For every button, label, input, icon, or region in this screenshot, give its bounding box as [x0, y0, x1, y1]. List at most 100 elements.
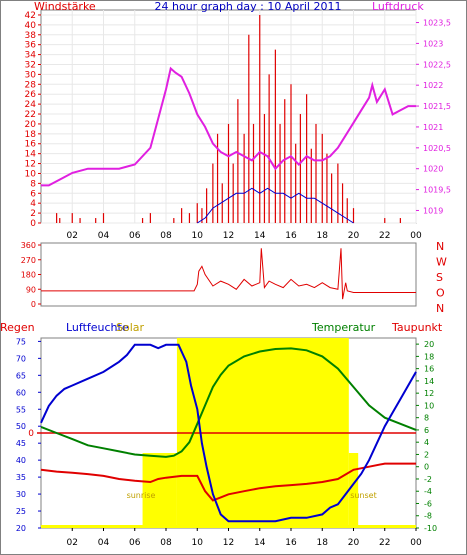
humidity-tick-label: 20 [16, 524, 26, 533]
temperature-tick-label: 8 [424, 414, 429, 423]
temperature-tick-label: 2 [424, 450, 429, 459]
x-tick-label: 12 [223, 231, 234, 241]
wind-tick-label: 22 [25, 110, 36, 120]
wind-tick-label: 4 [30, 199, 36, 209]
wind-speed-axis-label: Windstärke [34, 0, 96, 13]
temperature-tick-label: -6 [424, 499, 432, 508]
temperature-tick-label: -10 [424, 524, 437, 533]
temperature-tick-label: 4 [424, 438, 429, 447]
x-tick-label: 02 [67, 231, 78, 241]
humidity-tick-label: 75 [16, 337, 26, 346]
x-tick-label: 20 [348, 538, 360, 548]
direction-tick-label: 0 [31, 300, 36, 309]
pressure-tick-label: 1020,5 [423, 144, 451, 153]
temperature-tick-label: 18 [424, 352, 434, 361]
wind-tick-label: 38 [25, 31, 37, 41]
wind-tick-label: 26 [25, 90, 37, 100]
humidity-label: Luftfeuchte [66, 321, 129, 334]
temperature-tick-label: 10 [424, 401, 434, 410]
humidity-line [40, 343, 417, 523]
direction-tick-label: 270 [21, 256, 36, 265]
humidity-tick-label: 60 [16, 388, 26, 397]
x-tick-label: 16 [285, 231, 297, 241]
wind-tick-label: 14 [25, 150, 37, 160]
direction-tick-label: 90 [26, 285, 36, 294]
temperature-tick-label: 14 [424, 377, 434, 386]
temperature-line [40, 347, 417, 458]
humidity-tick-label: 45 [16, 439, 26, 448]
wind-tick-label: 12 [25, 160, 36, 170]
direction-tick-label: 360 [21, 241, 36, 250]
x-tick-label: 10 [192, 231, 204, 241]
wind-tick-label: 16 [25, 140, 37, 150]
compass-label: S [436, 271, 443, 284]
x-tick-label: 18 [317, 538, 329, 548]
compass-label: N [436, 240, 444, 253]
sunset-label: sunset [350, 491, 377, 500]
pressure-line [41, 66, 416, 187]
x-tick-label: 02 [67, 538, 78, 548]
humidity-tick-label: 55 [16, 405, 26, 414]
pressure-tick-label: 1020 [423, 165, 443, 174]
temperature-tick-label: 0 [424, 463, 429, 472]
rain-label: Regen [0, 321, 35, 334]
solar-baseline [41, 525, 416, 528]
wind-tick-label: 2 [30, 209, 36, 219]
wind-tick-label: 8 [30, 179, 36, 189]
pressure-tick-label: 1021,5 [423, 102, 451, 111]
wind-tick-label: 36 [25, 41, 37, 51]
temperature-tick-label: -4 [424, 487, 432, 496]
x-tick-label: 06 [129, 231, 141, 241]
temperature-tick-label: 16 [424, 365, 434, 374]
temperature-tick-label: 6 [424, 426, 429, 435]
compass-label: W [436, 256, 447, 269]
solar-set-band [348, 453, 359, 528]
direction-tick-label: 180 [21, 271, 36, 280]
pressure-tick-label: 1021 [423, 123, 443, 132]
pressure-axis-label: Luftdruck [372, 0, 424, 13]
x-tick-label: 00 [410, 231, 422, 241]
compass-label: O [436, 287, 445, 300]
x-tick-label: 00 [410, 538, 422, 548]
wind-tick-label: 32 [25, 60, 36, 70]
chart-title: 24 hour graph day : 10 April 2011 [155, 0, 342, 13]
humidity-tick-label: 25 [16, 507, 26, 516]
humidity-tick-label: 70 [16, 354, 26, 363]
pressure-tick-label: 1019,5 [423, 186, 451, 195]
temperature-tick-label: 12 [424, 389, 434, 398]
solar-rise-band [142, 453, 177, 528]
temperature-label: Temperatur [311, 321, 376, 334]
wind-tick-label: 34 [25, 51, 37, 61]
wind-tick-label: 30 [25, 70, 37, 80]
x-tick-label: 18 [317, 231, 329, 241]
wind-pressure-panel: 0246810121416182022242628303234363840421… [25, 0, 451, 241]
temperature-tick-label: 20 [424, 340, 434, 349]
x-tick-label: 22 [379, 231, 390, 241]
humidity-temperature-panel: sunrise sunset 202530354045505560657075-1… [0, 321, 443, 548]
dewpoint-label: Taupunkt [391, 321, 443, 334]
pressure-tick-label: 1023 [423, 39, 443, 48]
wind-tick-label: 10 [25, 169, 37, 179]
x-tick-label: 10 [192, 538, 204, 548]
x-tick-label: 22 [379, 538, 390, 548]
humidity-tick-label: 65 [16, 371, 26, 380]
wind-tick-label: 40 [25, 21, 37, 31]
wind-tick-label: 0 [30, 219, 36, 229]
wind-tick-label: 24 [25, 100, 37, 110]
humidity-tick-label: 35 [16, 473, 26, 482]
pressure-tick-label: 1023,5 [423, 19, 451, 28]
x-tick-label: 04 [98, 231, 110, 241]
temperature-tick-label: -2 [424, 475, 432, 484]
wind-mean-line [197, 187, 354, 224]
pressure-tick-label: 1019 [423, 206, 443, 215]
wind-tick-label: 20 [25, 120, 37, 130]
wind-tick-label: 18 [25, 130, 37, 140]
compass-label: N [436, 302, 444, 315]
x-tick-label: 14 [254, 231, 266, 241]
wind-tick-label: 6 [30, 189, 36, 199]
wind-direction-line [41, 248, 416, 300]
x-tick-label: 12 [223, 538, 234, 548]
